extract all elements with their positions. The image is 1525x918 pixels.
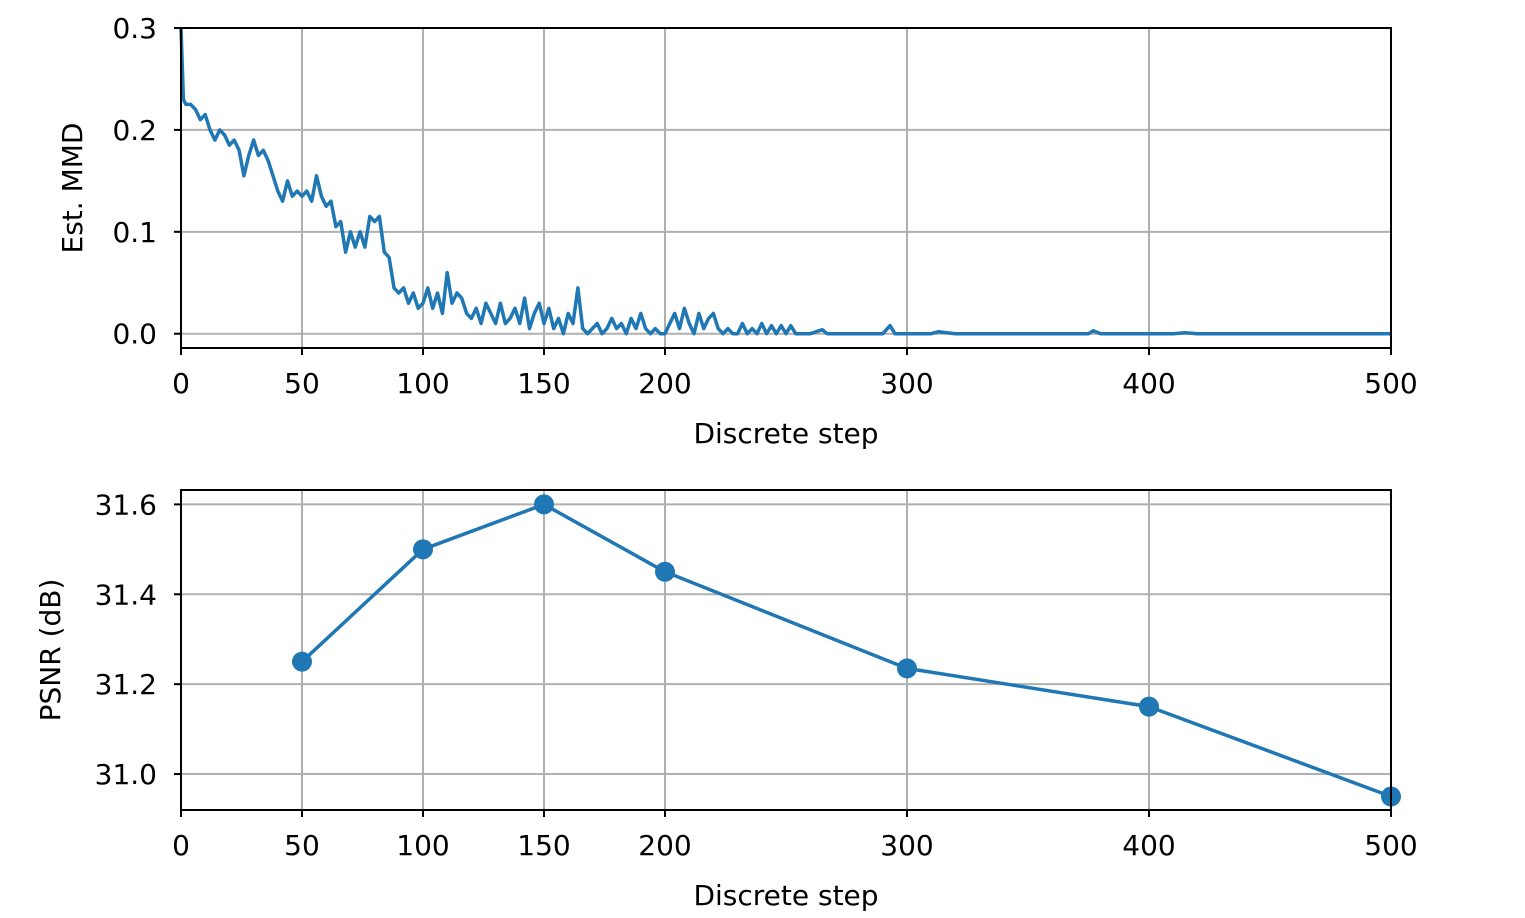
mmd-y-tick-label: 0.3 [112,12,157,45]
psnr-data-point [292,651,312,672]
psnr-data-point [897,658,917,679]
mmd-plot-frame [180,27,1392,349]
psnr-plot-frame [180,489,1392,811]
psnr-series-line [300,502,1392,799]
psnr-y-tick-label: 31.0 [95,758,157,791]
psnr-x-tick-label: 300 [880,829,933,862]
mmd-y-axis-label: Est. MMD [56,123,89,254]
mmd-x-tick-label: 0 [172,367,190,400]
mmd-series-line [179,27,1391,336]
psnr-x-axis-label: Discrete step [693,879,878,912]
psnr-x-tick-label: 100 [396,829,449,862]
mmd-panel: 0 50 100 150 200 300 400 500 0.0 0.1 0.2 0.3 Discre… [56,12,1418,450]
psnr-data-point [1139,696,1159,717]
mmd-y-tick-label: 0.1 [112,216,157,249]
psnr-y-tick-label: 31.4 [95,578,157,611]
psnr-data-point [655,561,675,582]
psnr-data-point [534,494,554,515]
mmd-x-tick-label: 100 [396,367,449,400]
mmd-x-tick-label: 300 [880,367,933,400]
psnr-x-tick-label: 500 [1364,829,1417,862]
mmd-x-tick-label: 400 [1122,367,1175,400]
mmd-y-tick-label: 0.2 [112,114,157,147]
psnr-data-point [413,539,433,560]
psnr-y-tick-label: 31.2 [95,668,157,701]
psnr-x-tick-label: 400 [1122,829,1175,862]
psnr-x-tick-label: 200 [638,829,691,862]
psnr-x-tick-label: 50 [284,829,320,862]
psnr-y-tick-label: 31.6 [95,488,157,521]
mmd-x-tick-label: 50 [284,367,320,400]
mmd-x-tick-label: 150 [517,367,570,400]
psnr-panel: 0 50 100 150 200 300 400 500 31.0 31.2 31.4 31.6 Di… [34,488,1418,912]
mmd-x-tick-label: 200 [638,367,691,400]
mmd-x-tick-label: 500 [1364,367,1417,400]
psnr-x-tick-label: 0 [172,829,190,862]
psnr-x-tick-label: 150 [517,829,570,862]
psnr-y-axis-label: PSNR (dB) [34,579,67,722]
mmd-x-axis-label: Discrete step [693,417,878,450]
mmd-y-tick-label: 0.0 [112,318,157,351]
